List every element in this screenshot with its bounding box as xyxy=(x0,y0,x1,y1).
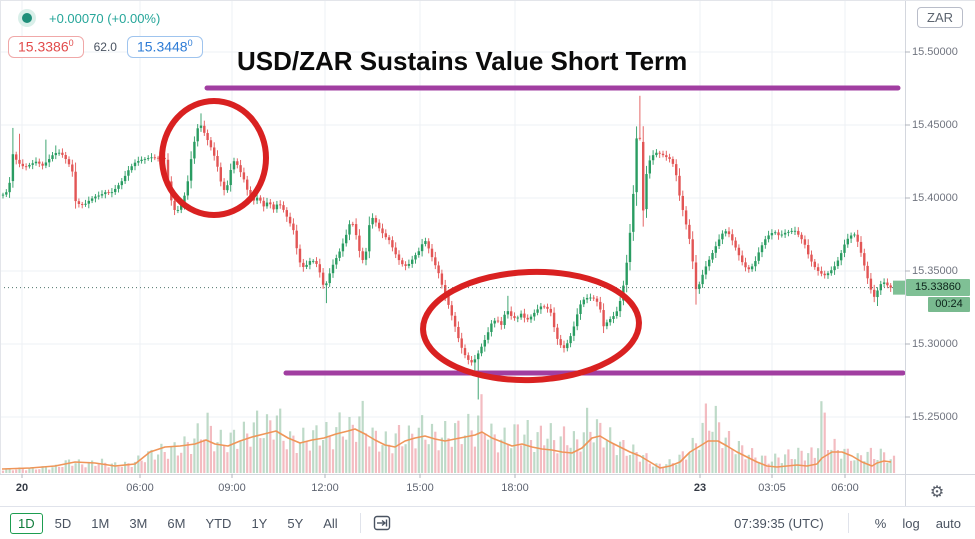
axis-settings-gear-icon[interactable]: ⚙ xyxy=(929,484,945,501)
range-button-5y[interactable]: 5Y xyxy=(279,513,311,534)
toolbar-divider xyxy=(847,513,849,533)
price-axis-label: 15.45000 xyxy=(912,119,958,131)
session-clock[interactable]: 07:39:35 (UTC) xyxy=(734,515,824,531)
price-axis-label: 15.30000 xyxy=(912,338,958,350)
candle-countdown-badge: 00:24 xyxy=(928,296,970,312)
price-axis-label: 15.35000 xyxy=(912,265,958,277)
range-button-5d[interactable]: 5D xyxy=(47,513,80,534)
toolbar-divider xyxy=(359,513,361,533)
range-button-6m[interactable]: 6M xyxy=(159,513,193,534)
price-axis-label: 15.40000 xyxy=(912,192,958,204)
ask-price-box[interactable]: 15.34480 xyxy=(126,36,203,58)
auto-scale-button[interactable]: auto xyxy=(935,515,961,531)
range-button-ytd[interactable]: YTD xyxy=(197,513,239,534)
spread-value: 62.0 xyxy=(93,39,117,54)
currency-button[interactable]: ZAR xyxy=(917,7,963,28)
status-dot-icon xyxy=(22,13,32,23)
bid-price-box[interactable]: 15.33860 xyxy=(8,36,84,58)
go-to-date-icon[interactable] xyxy=(371,514,393,532)
price-axis-label: 15.50000 xyxy=(912,46,958,58)
log-scale-button[interactable]: log xyxy=(902,515,920,531)
time-axis-label: 18:00 xyxy=(501,482,529,494)
time-axis-label: 06:00 xyxy=(831,482,859,494)
time-axis-label: 03:05 xyxy=(758,482,786,494)
range-selector: 1D 5D 1M 3M 6M YTD 1Y 5Y All xyxy=(0,512,350,534)
chart-headline: USD/ZAR Sustains Value Short Term xyxy=(237,46,688,76)
range-button-1y[interactable]: 1Y xyxy=(243,513,275,534)
red-circle-annotation xyxy=(159,98,269,218)
range-button-1d[interactable]: 1D xyxy=(10,512,43,534)
time-axis-label: 06:00 xyxy=(126,482,154,494)
volume-bars xyxy=(1,394,896,473)
price-axis-label: 15.25000 xyxy=(912,411,958,423)
red-circle-annotation xyxy=(420,268,642,384)
axis-borders xyxy=(0,0,975,507)
range-button-3m[interactable]: 3M xyxy=(121,513,155,534)
quote-legend: +0.00070 (+0.00%) 15.33860 62.0 15.34480 xyxy=(8,6,203,58)
range-button-1m[interactable]: 1M xyxy=(83,513,117,534)
change-text: +0.00070 (+0.00%) xyxy=(49,10,161,26)
time-axis-label: 23 xyxy=(693,482,707,494)
time-axis-label: 09:00 xyxy=(218,482,246,494)
current-price-arrow xyxy=(893,280,905,295)
bottom-toolbar: 1D 5D 1M 3M 6M YTD 1Y 5Y All 07:39:35 (UTC) % lo… xyxy=(0,507,975,539)
drawn-annotations xyxy=(159,85,906,384)
candles xyxy=(1,95,892,400)
time-axis-label: 12:00 xyxy=(311,482,339,494)
percent-scale-button[interactable]: % xyxy=(874,515,887,531)
volume-ma-line xyxy=(1,428,892,470)
current-price-badge: 15.33860 xyxy=(906,278,970,296)
time-axis-label: 20 xyxy=(15,482,29,494)
time-axis-label: 15:00 xyxy=(406,482,434,494)
range-button-all[interactable]: All xyxy=(315,513,345,534)
